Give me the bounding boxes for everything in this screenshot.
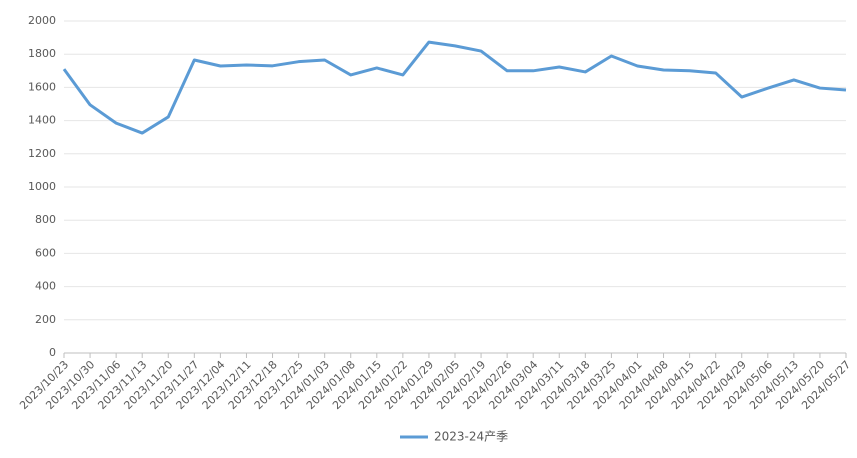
y-tick-label: 1800 [28,47,56,60]
y-tick-label: 1600 [28,80,56,93]
y-tick-label: 1400 [28,114,56,127]
y-tick-label: 800 [35,213,56,226]
y-tick-label: 1200 [28,147,56,160]
y-tick-label: 400 [35,280,56,293]
y-tick-label: 1000 [28,180,56,193]
y-tick-label: 0 [49,346,56,359]
line [62,40,847,135]
y-tick-label: 2000 [28,14,56,27]
y-tick-label: 200 [35,313,56,326]
legend-label: 2023-24产季 [434,430,508,444]
y-tick-label: 600 [35,246,56,259]
